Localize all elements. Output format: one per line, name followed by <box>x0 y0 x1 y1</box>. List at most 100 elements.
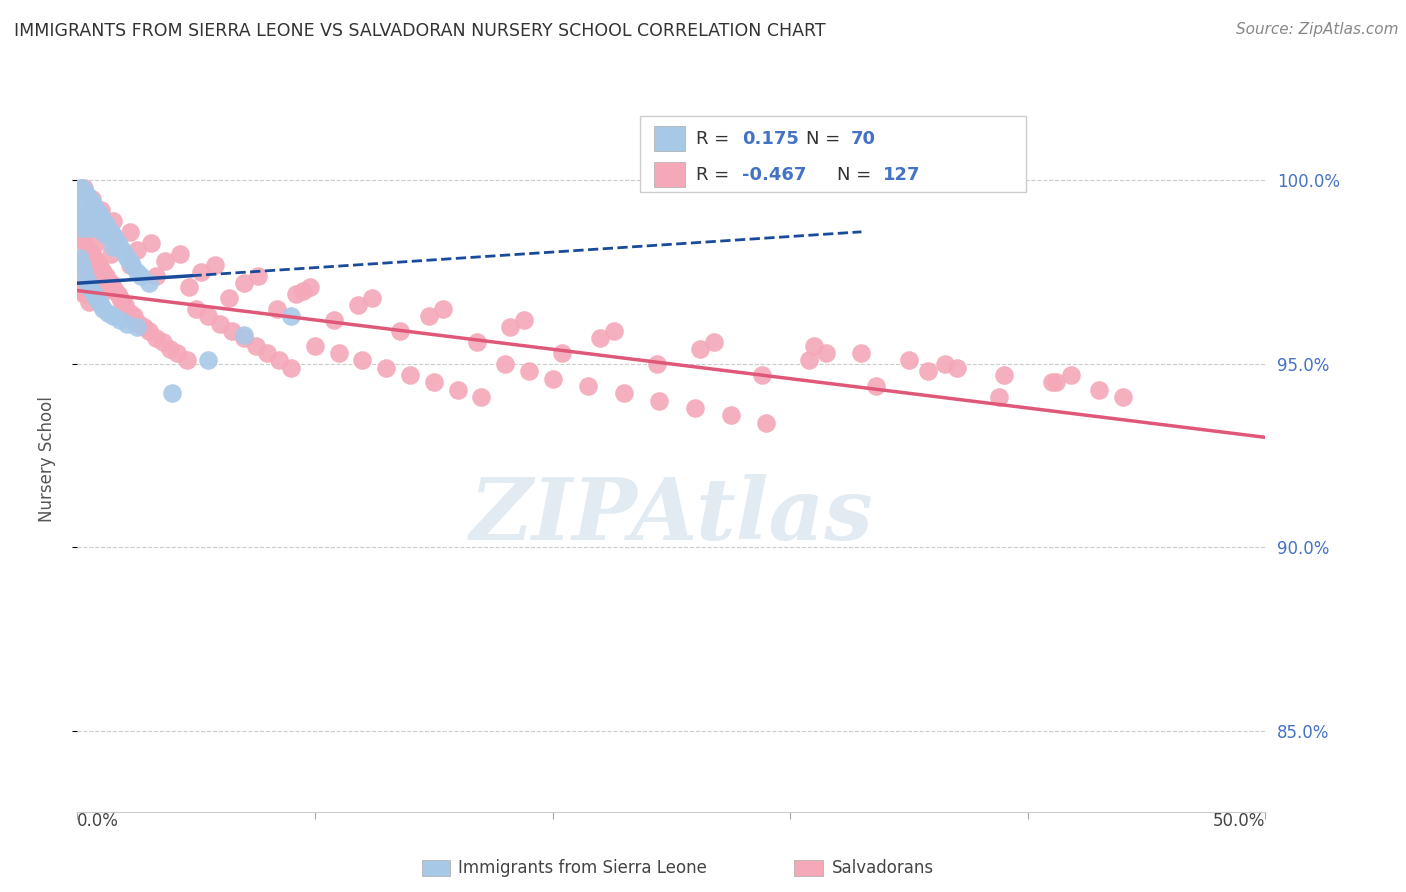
Point <box>993 368 1015 382</box>
Point <box>245 338 267 352</box>
Point <box>108 313 131 327</box>
Text: Salvadorans: Salvadorans <box>832 859 935 877</box>
Point <box>465 334 488 349</box>
Point <box>799 353 821 368</box>
Point <box>70 232 93 246</box>
Point <box>104 232 127 246</box>
Point <box>1040 376 1063 390</box>
Point <box>108 239 131 253</box>
Point <box>494 357 516 371</box>
Point <box>1088 383 1111 397</box>
Text: N =: N = <box>837 166 876 184</box>
Point <box>218 291 240 305</box>
Point <box>76 239 98 253</box>
Point <box>70 210 93 224</box>
Point <box>517 364 540 378</box>
Point <box>169 247 191 261</box>
Point <box>389 324 412 338</box>
Text: R =: R = <box>696 130 735 148</box>
Point <box>83 210 105 224</box>
Point <box>1045 376 1067 390</box>
Point <box>399 368 422 382</box>
Point <box>83 199 105 213</box>
Point <box>162 386 184 401</box>
Point <box>90 221 112 235</box>
Point <box>898 353 921 368</box>
Point <box>104 284 127 298</box>
Point <box>1112 390 1135 404</box>
Point <box>100 276 122 290</box>
Text: N =: N = <box>806 130 845 148</box>
Point <box>87 206 110 220</box>
Point <box>208 317 231 331</box>
Point <box>70 221 93 235</box>
Point <box>70 284 93 298</box>
Point <box>266 301 288 316</box>
Point <box>186 301 208 316</box>
Point <box>93 265 115 279</box>
Point <box>76 265 98 279</box>
Point <box>328 346 350 360</box>
Point <box>80 192 103 206</box>
Point <box>69 254 91 268</box>
Point <box>69 195 91 210</box>
Point <box>361 291 384 305</box>
Point <box>73 287 96 301</box>
Text: 70: 70 <box>851 130 876 148</box>
Point <box>86 214 108 228</box>
Point <box>138 276 160 290</box>
Text: 0.175: 0.175 <box>742 130 799 148</box>
Point <box>73 265 96 279</box>
Point <box>346 298 368 312</box>
Point <box>70 258 93 272</box>
Text: IMMIGRANTS FROM SIERRA LEONE VS SALVADORAN NURSERY SCHOOL CORRELATION CHART: IMMIGRANTS FROM SIERRA LEONE VS SALVADOR… <box>14 22 825 40</box>
Text: 0.0%: 0.0% <box>77 812 120 830</box>
Point <box>755 416 778 430</box>
Point <box>73 261 96 276</box>
Point <box>86 202 108 217</box>
Point <box>77 192 100 206</box>
Point <box>576 379 599 393</box>
Point <box>166 346 188 360</box>
Point <box>446 383 468 397</box>
Point <box>603 324 626 338</box>
Point <box>352 353 374 368</box>
Point <box>418 310 440 324</box>
Point <box>80 272 103 286</box>
Point <box>114 298 136 312</box>
Point <box>73 181 96 195</box>
Point <box>128 317 150 331</box>
Point <box>87 258 110 272</box>
Point <box>87 221 110 235</box>
Point <box>865 379 887 393</box>
Point <box>138 324 160 338</box>
Point <box>90 210 112 224</box>
Point <box>93 225 115 239</box>
Point <box>101 280 124 294</box>
Point <box>917 364 939 378</box>
Point <box>221 324 243 338</box>
Point <box>73 206 96 220</box>
Point <box>645 357 668 371</box>
Point <box>152 334 174 349</box>
Point <box>73 218 96 232</box>
Point <box>101 310 124 324</box>
Point <box>269 353 291 368</box>
Point <box>720 409 742 423</box>
Point <box>70 188 93 202</box>
Point <box>77 210 100 224</box>
Point <box>69 276 91 290</box>
Point <box>80 247 103 261</box>
Point <box>375 360 398 375</box>
Point <box>86 254 108 268</box>
Y-axis label: Nursery School: Nursery School <box>38 396 56 523</box>
Point <box>125 320 148 334</box>
Point <box>80 206 103 220</box>
Text: ZIPAtlas: ZIPAtlas <box>470 474 873 558</box>
Point <box>83 287 105 301</box>
Point <box>139 235 162 250</box>
Point <box>107 235 129 250</box>
Point <box>70 181 93 195</box>
Point <box>803 338 825 352</box>
Point <box>76 221 98 235</box>
